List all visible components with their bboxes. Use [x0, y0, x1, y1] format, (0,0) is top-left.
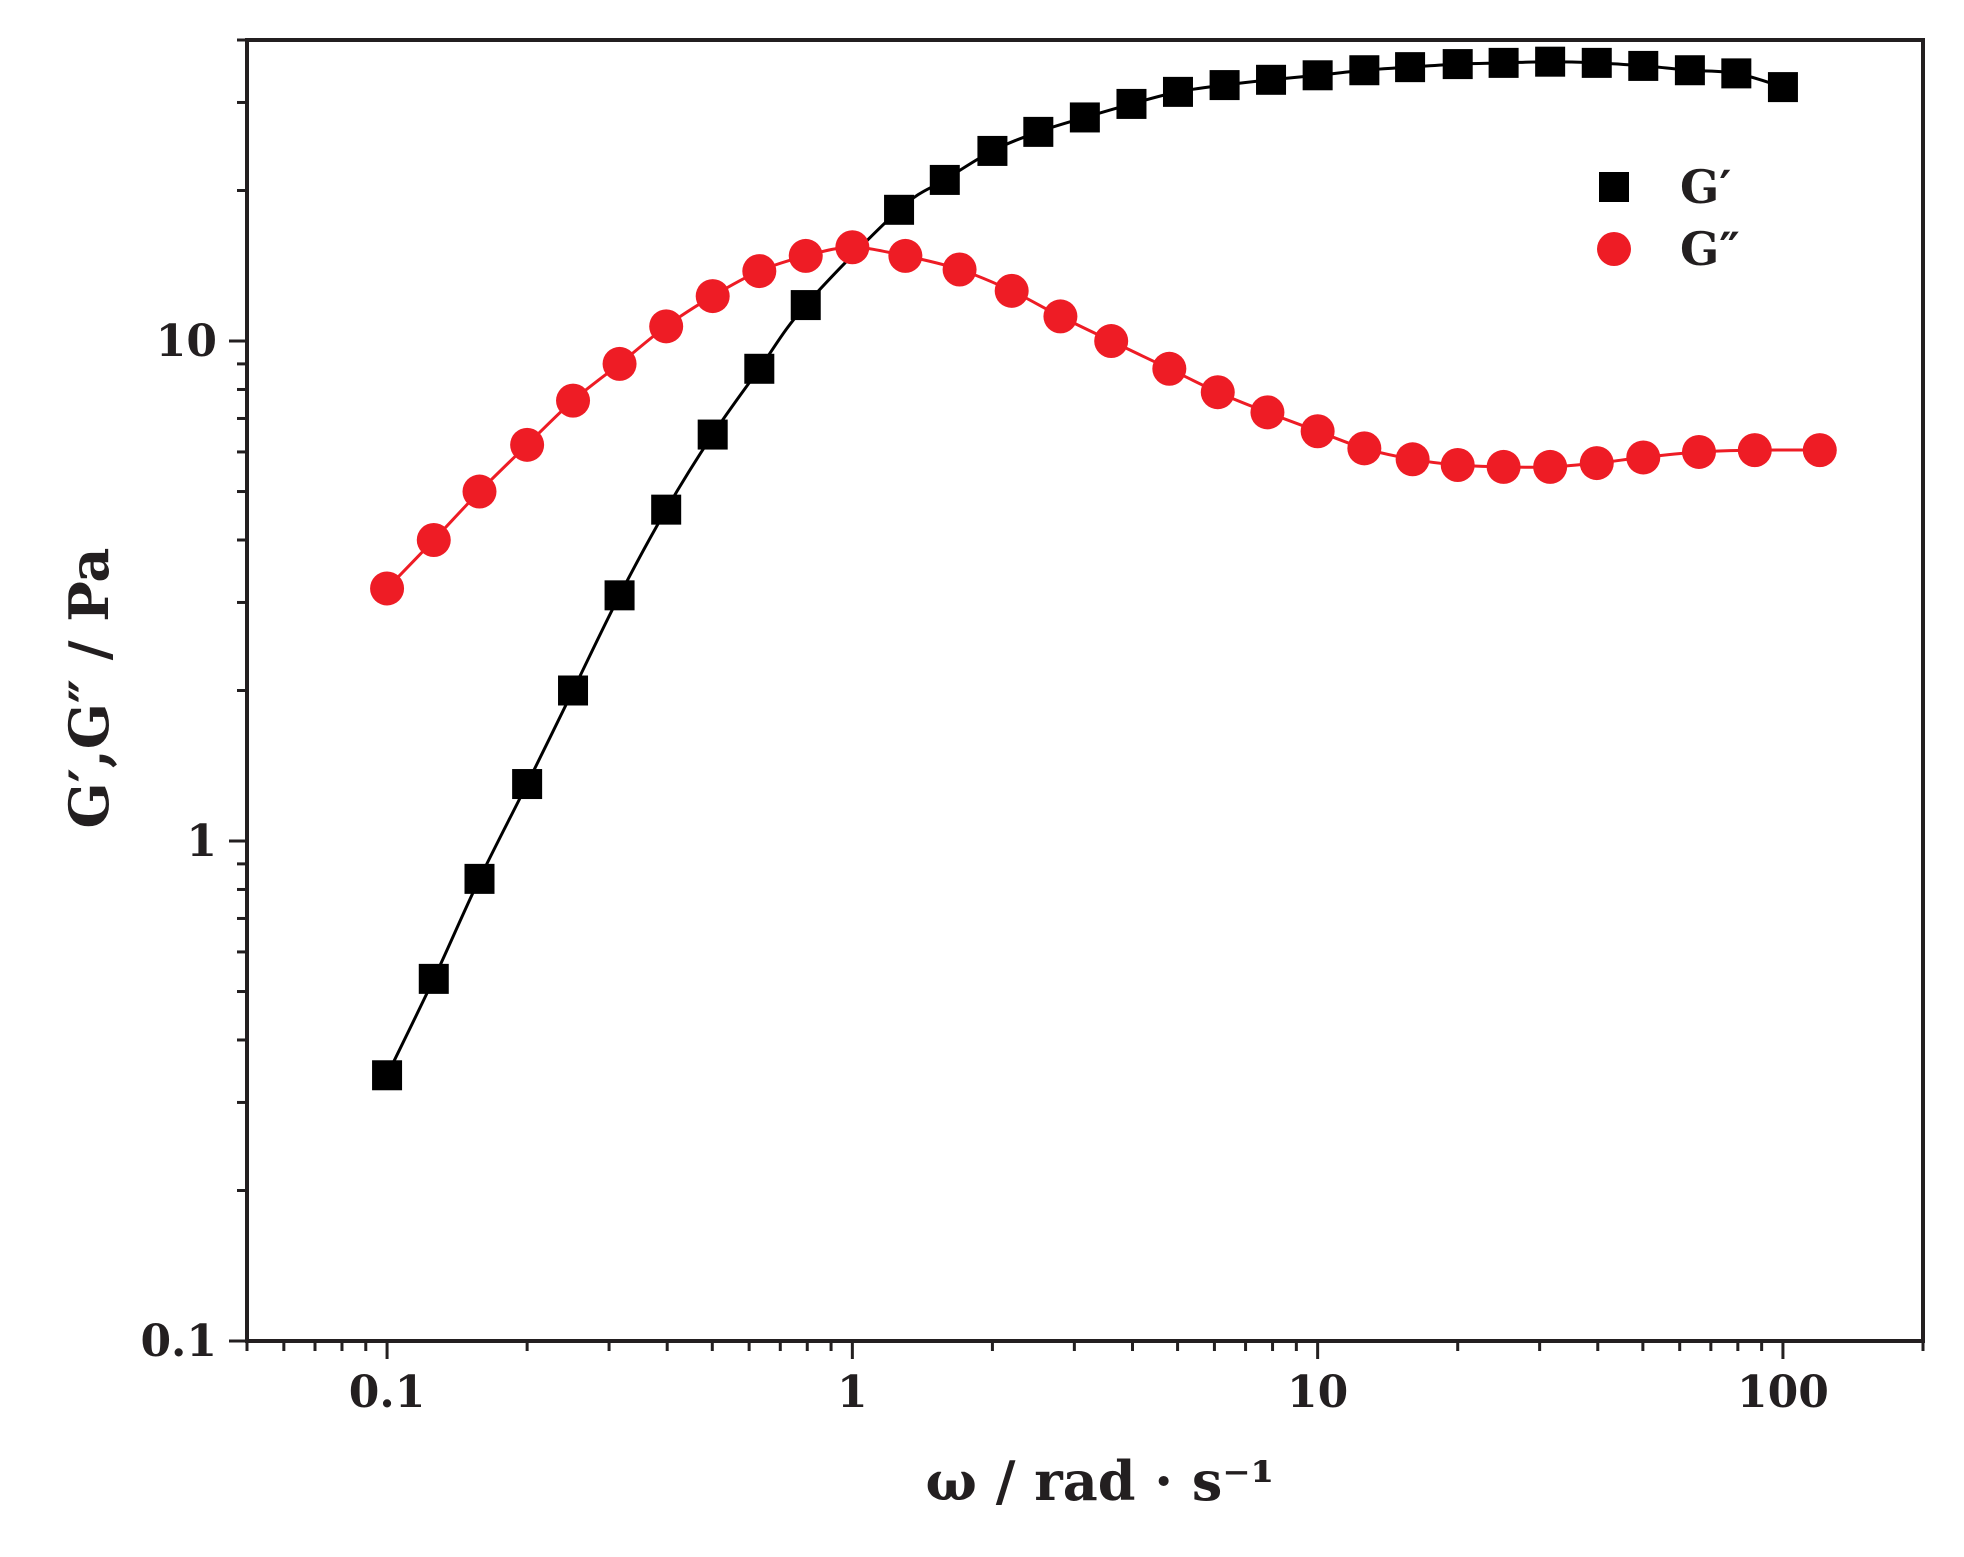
- legend-marker-square: [1599, 172, 1629, 202]
- legend-label: G′: [1680, 160, 1731, 214]
- data-point-circle: [1094, 324, 1129, 359]
- data-point-circle: [1200, 375, 1235, 410]
- legend-marker-circle: [1597, 232, 1631, 266]
- data-point-square: [1302, 60, 1333, 91]
- data-point-square: [977, 135, 1008, 166]
- data-point-circle: [1250, 395, 1285, 430]
- data-point-square: [1116, 88, 1147, 119]
- data-point-square: [1069, 102, 1100, 133]
- x-axis-ticks: [245, 1341, 1925, 1359]
- data-point-square: [697, 419, 728, 450]
- data-point-circle: [742, 254, 777, 289]
- data-point-circle: [602, 346, 637, 381]
- data-point-square: [418, 963, 449, 994]
- x-tick-label: 0.1: [349, 1367, 426, 1418]
- y-tick-label: 10: [156, 316, 217, 367]
- data-point-square: [1767, 72, 1798, 103]
- data-point-circle: [1626, 440, 1661, 475]
- series-layer: [370, 46, 1837, 1091]
- data-point-circle: [1486, 449, 1521, 484]
- data-point-circle: [788, 238, 823, 273]
- data-point-square: [929, 164, 960, 195]
- data-point-circle: [1395, 442, 1430, 477]
- y-tick-label: 1: [186, 816, 217, 867]
- data-point-square: [1581, 47, 1612, 78]
- data-point-circle: [1802, 433, 1837, 468]
- data-point-square: [1209, 70, 1240, 101]
- y-tick-label: 0.1: [140, 1316, 217, 1367]
- data-point-circle: [370, 571, 405, 606]
- data-point-circle: [695, 279, 730, 314]
- data-point-square: [790, 290, 821, 321]
- data-point-circle: [1043, 299, 1078, 334]
- y-axis-tick-labels: 0.1 1 10: [140, 316, 217, 1367]
- data-point-square: [1023, 116, 1054, 147]
- data-point-square: [1349, 55, 1380, 86]
- data-point-square: [1442, 49, 1473, 80]
- data-point-circle: [1681, 434, 1716, 469]
- data-point-square: [512, 769, 543, 800]
- y-axis-ticks: [229, 38, 247, 1343]
- data-point-square: [558, 675, 589, 706]
- series-g-double-prime: [370, 230, 1837, 606]
- series-g-prime: [372, 46, 1798, 1091]
- series-line: [385, 60, 1784, 1076]
- data-point-square: [1535, 46, 1566, 77]
- data-point-square: [604, 580, 635, 611]
- data-point-square: [1162, 76, 1193, 107]
- data-point-circle: [556, 383, 591, 418]
- data-point-circle: [1533, 449, 1568, 484]
- data-point-square: [1674, 55, 1705, 86]
- data-point-square: [464, 863, 495, 894]
- data-point-circle: [649, 309, 684, 344]
- data-point-circle: [510, 427, 545, 462]
- data-point-square: [1256, 64, 1287, 95]
- legend-label: G″: [1680, 222, 1740, 276]
- x-tick-label: 10: [1287, 1367, 1348, 1418]
- series-line: [386, 245, 1820, 590]
- x-tick-label: 1: [837, 1367, 868, 1418]
- data-point-circle: [462, 474, 497, 509]
- data-point-circle: [994, 273, 1029, 308]
- data-point-square: [1395, 52, 1426, 83]
- data-point-circle: [416, 522, 451, 557]
- y-axis-title: G′,G″ / Pa: [57, 548, 121, 829]
- x-axis-tick-labels: 0.1 1 10 100: [349, 1367, 1829, 1418]
- x-axis-title: ω / rad · s⁻¹: [926, 1449, 1275, 1513]
- data-point-square: [1628, 50, 1659, 81]
- data-point-circle: [1440, 447, 1475, 482]
- data-point-circle: [835, 230, 870, 265]
- data-point-circle: [942, 252, 977, 287]
- data-point-square: [884, 194, 915, 225]
- data-point-circle: [1737, 433, 1772, 468]
- data-point-square: [651, 494, 682, 525]
- data-point-circle: [1152, 351, 1187, 386]
- data-point-circle: [1300, 414, 1335, 449]
- plot-frame: [245, 38, 1925, 1343]
- data-point-circle: [1347, 431, 1382, 466]
- data-point-square: [744, 353, 775, 384]
- legend: G′ G″: [1597, 160, 1740, 276]
- data-point-circle: [888, 238, 923, 273]
- data-point-square: [372, 1060, 403, 1091]
- data-point-circle: [1579, 446, 1614, 481]
- data-point-square: [1488, 47, 1519, 78]
- x-tick-label: 100: [1737, 1367, 1829, 1418]
- data-point-square: [1721, 58, 1752, 89]
